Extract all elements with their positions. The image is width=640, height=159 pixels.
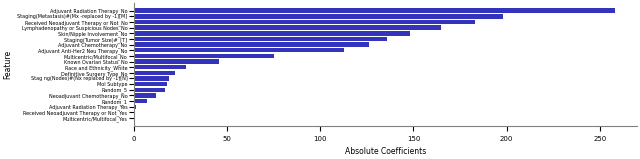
Bar	[134, 71, 175, 75]
X-axis label: Absolute Coefficients: Absolute Coefficients	[345, 147, 426, 156]
Bar	[134, 42, 369, 47]
Bar	[134, 88, 165, 92]
Bar	[134, 14, 503, 19]
Bar	[134, 99, 147, 103]
Bar	[134, 25, 442, 30]
Bar	[134, 20, 475, 24]
Bar	[134, 65, 186, 69]
Bar	[134, 48, 344, 52]
Bar	[134, 54, 273, 58]
Bar	[134, 8, 615, 13]
Bar	[134, 59, 220, 64]
Bar	[134, 37, 387, 41]
Bar	[134, 82, 167, 86]
Y-axis label: Feature: Feature	[3, 50, 12, 79]
Bar	[134, 104, 136, 109]
Bar	[134, 31, 410, 35]
Bar	[134, 93, 156, 98]
Bar	[134, 76, 169, 81]
